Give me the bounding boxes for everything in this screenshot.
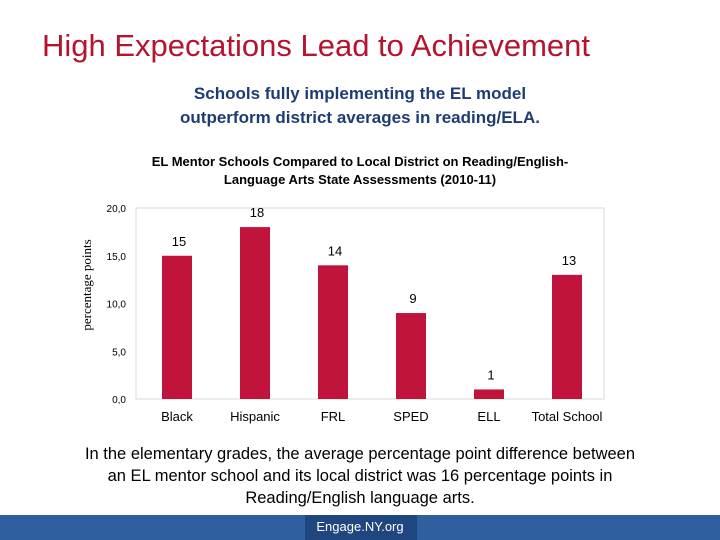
x-tick-label: ELL bbox=[477, 409, 500, 424]
x-tick-label: Hispanic bbox=[230, 409, 280, 424]
data-label: 14 bbox=[328, 243, 342, 258]
chart-title-line: EL Mentor Schools Compared to Local Dist… bbox=[151, 154, 569, 169]
y-tick-label: 0,0 bbox=[112, 395, 126, 406]
chart-title: EL Mentor Schools Compared to Local Dist… bbox=[110, 153, 610, 189]
bar-hispanic bbox=[240, 227, 270, 399]
x-tick-label: Total School bbox=[532, 409, 603, 424]
subtitle-line: Schools fully implementing the EL model bbox=[193, 84, 527, 103]
x-tick-label: SPED bbox=[393, 409, 428, 424]
data-label: 15 bbox=[172, 234, 186, 249]
chart-title-line: Language Arts State Assessments (2010-11… bbox=[223, 172, 497, 187]
footer-link[interactable]: Engage.NY.org bbox=[316, 519, 404, 534]
bar-frl bbox=[318, 265, 348, 399]
data-label: 9 bbox=[409, 291, 416, 306]
data-label: 18 bbox=[250, 205, 264, 220]
plot-frame bbox=[135, 207, 605, 400]
x-tick-label: FRL bbox=[321, 409, 346, 424]
y-tick-label: 15,0 bbox=[107, 252, 127, 263]
subtitle-line: outperform district averages in reading/… bbox=[180, 108, 540, 127]
data-label: 13 bbox=[562, 253, 576, 268]
caption: In the elementary grades, the average pe… bbox=[40, 443, 680, 509]
bar-ell bbox=[474, 389, 504, 399]
y-tick-label: 20,0 bbox=[107, 204, 127, 215]
caption-line: Reading/English language arts. bbox=[245, 489, 475, 507]
y-tick-label: 10,0 bbox=[107, 300, 127, 311]
caption-line: an EL mentor school and its local distri… bbox=[107, 467, 613, 485]
slide-subtitle: Schools fully implementing the EL model … bbox=[150, 82, 570, 130]
y-axis-label: percentage points bbox=[79, 239, 94, 330]
bar-sped bbox=[396, 313, 426, 399]
bar-black bbox=[162, 255, 192, 399]
caption-line: In the elementary grades, the average pe… bbox=[84, 445, 636, 463]
footer-highlight bbox=[305, 515, 417, 540]
bar-total-school bbox=[552, 274, 582, 399]
slide-title: High Expectations Lead to Achievement bbox=[42, 28, 591, 63]
x-tick-label: Black bbox=[161, 409, 193, 424]
data-label: 1 bbox=[487, 367, 494, 382]
y-tick-label: 5,0 bbox=[112, 347, 126, 358]
